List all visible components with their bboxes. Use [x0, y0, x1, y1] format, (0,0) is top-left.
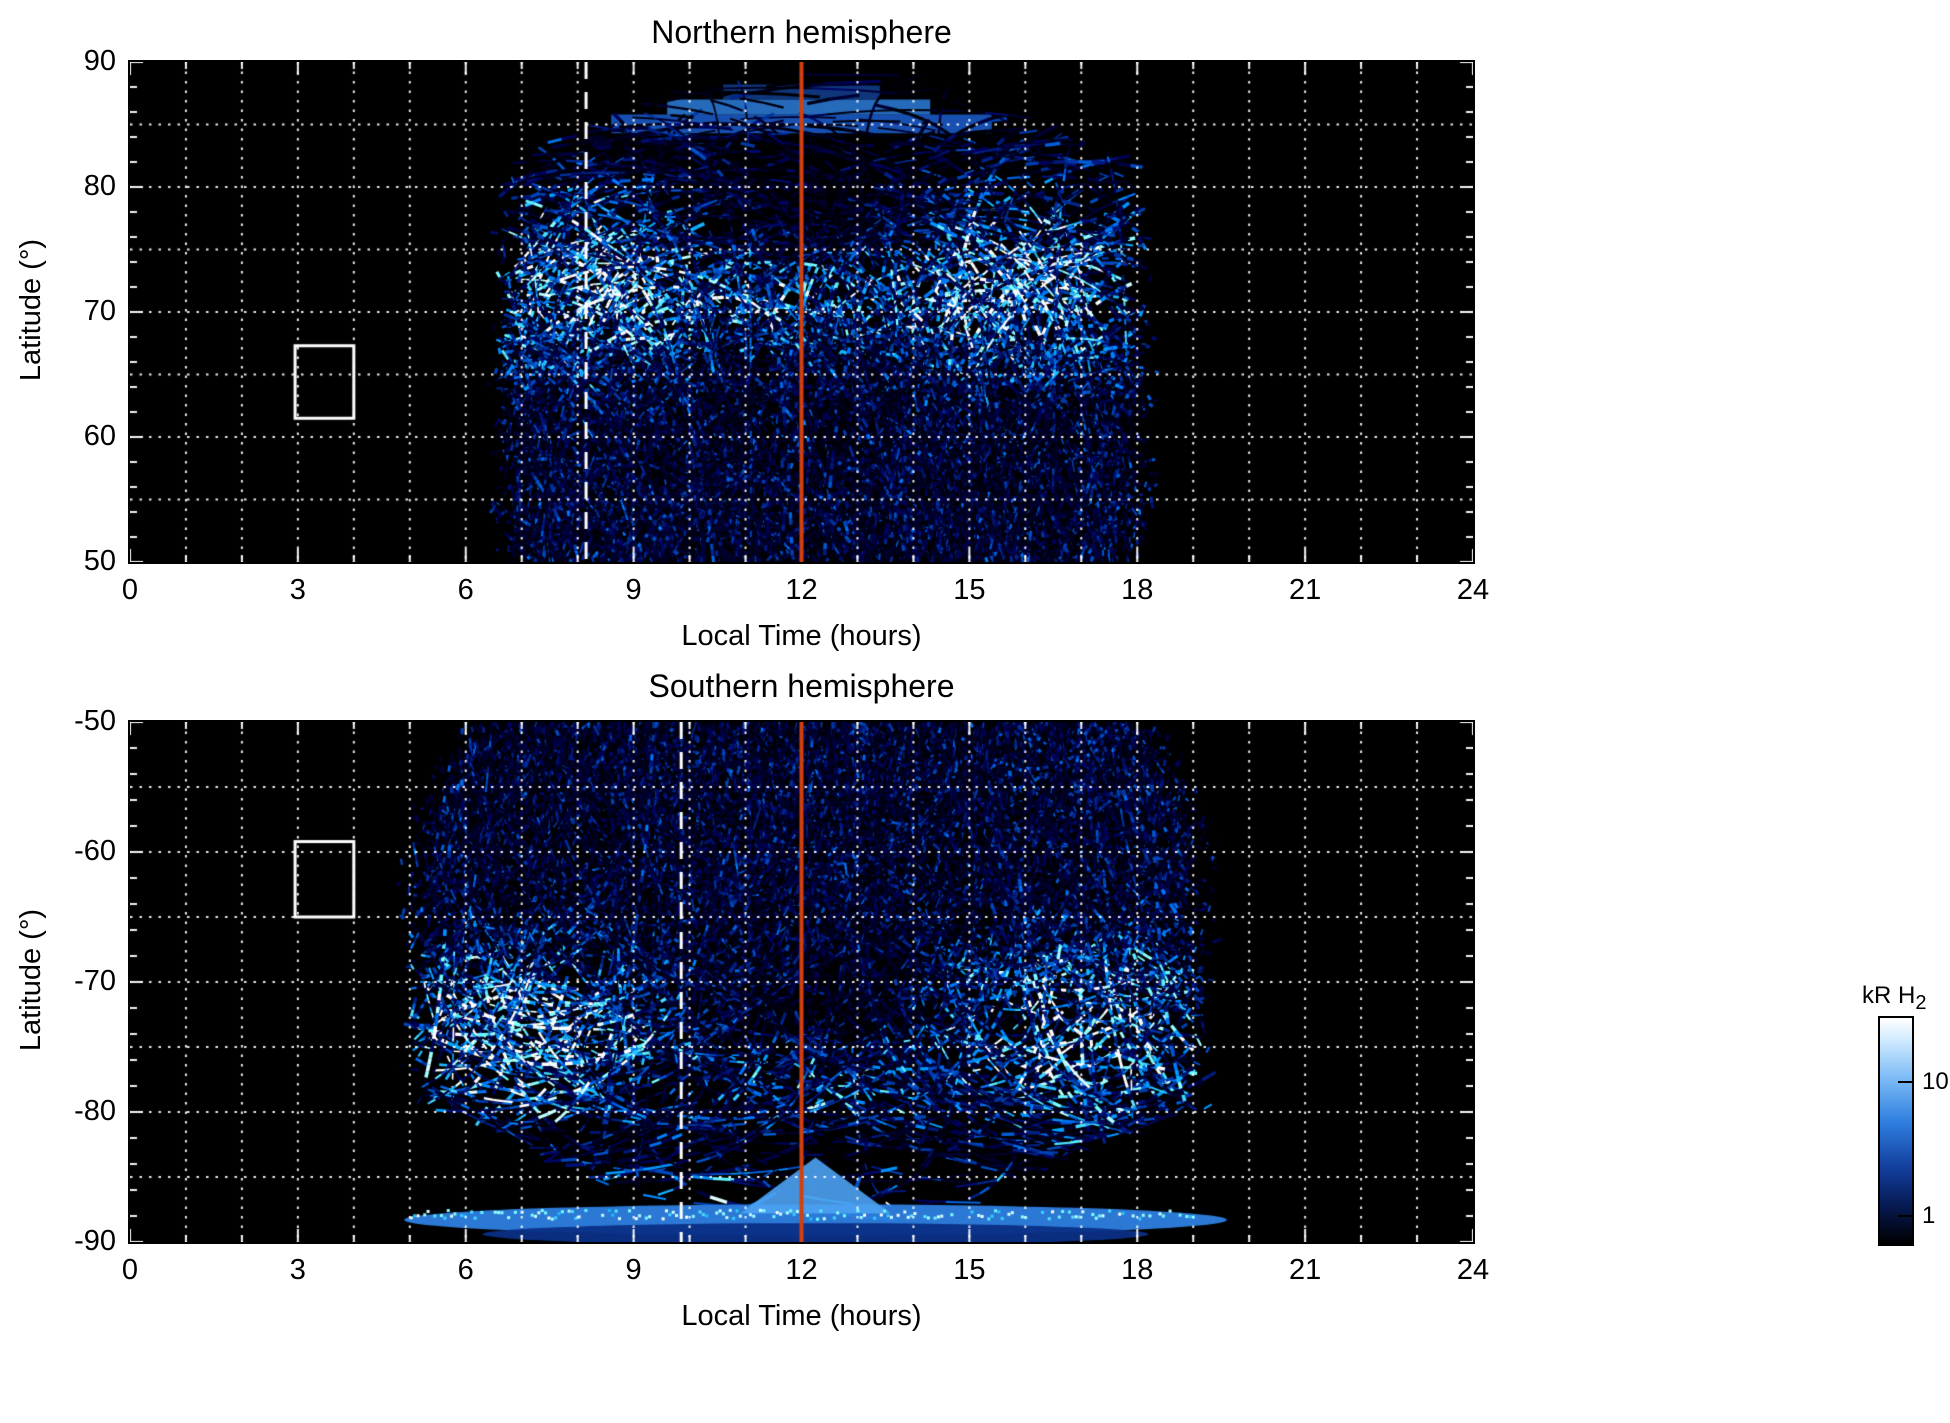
x-tick-label: 24 — [1456, 574, 1490, 606]
x-tick-label: 6 — [457, 574, 474, 606]
y-tick-label: -70 — [74, 965, 116, 997]
x-tick-label: 9 — [625, 574, 642, 606]
south-panel-title: Southern hemisphere — [648, 668, 955, 704]
x-tick-label: 12 — [785, 574, 818, 606]
y-tick-label: -60 — [74, 835, 116, 867]
y-tick-label: 70 — [83, 295, 116, 327]
x-tick-label: 18 — [1121, 574, 1154, 606]
colorbar-tick-mark — [1898, 1215, 1912, 1217]
x-tick-label: 3 — [289, 1254, 306, 1286]
south-heatmap-panel — [128, 720, 1475, 1244]
colorbar-label-text: kR H — [1862, 982, 1916, 1009]
colorbar-tick-label: 10 — [1922, 1067, 1949, 1095]
x-tick-label: 6 — [457, 1254, 474, 1286]
x-tick-label: 0 — [121, 574, 139, 606]
colorbar-gradient — [1878, 1016, 1914, 1246]
x-tick-label: 15 — [953, 574, 986, 606]
x-tick-label: 18 — [1121, 1254, 1154, 1286]
y-tick-label: 60 — [83, 420, 116, 452]
x-tick-label: 15 — [953, 1254, 986, 1286]
y-tick-label: 80 — [83, 170, 116, 202]
x-tick-label: 0 — [121, 1254, 139, 1286]
north-x-axis-label: Local Time (hours) — [681, 620, 922, 652]
x-tick-label: 3 — [289, 574, 306, 606]
y-tick-label: -80 — [74, 1095, 116, 1127]
x-tick-label: 9 — [625, 1254, 642, 1286]
colorbar-tick-mark — [1898, 1080, 1912, 1083]
colorbar-label-subscript: 2 — [1915, 991, 1927, 1014]
x-tick-label: 21 — [1288, 574, 1322, 606]
x-tick-label: 24 — [1456, 1254, 1490, 1286]
colorbar-tick-label: 1 — [1922, 1202, 1936, 1229]
x-tick-label: 21 — [1288, 1254, 1322, 1286]
colorbar-label: kR H2 — [1862, 982, 1926, 1015]
north-panel-title: Northern hemisphere — [651, 14, 952, 50]
y-tick-label: -50 — [74, 705, 116, 737]
x-tick-label: 12 — [785, 1254, 818, 1286]
y-tick-label: 90 — [83, 45, 116, 77]
y-tick-label: 50 — [83, 545, 116, 577]
north-heatmap-canvas — [130, 62, 1473, 562]
south-heatmap-canvas — [130, 722, 1473, 1242]
y-tick-label: -90 — [74, 1225, 116, 1257]
south-x-axis-label: Local Time (hours) — [681, 1300, 922, 1332]
north-heatmap-panel — [128, 60, 1475, 564]
